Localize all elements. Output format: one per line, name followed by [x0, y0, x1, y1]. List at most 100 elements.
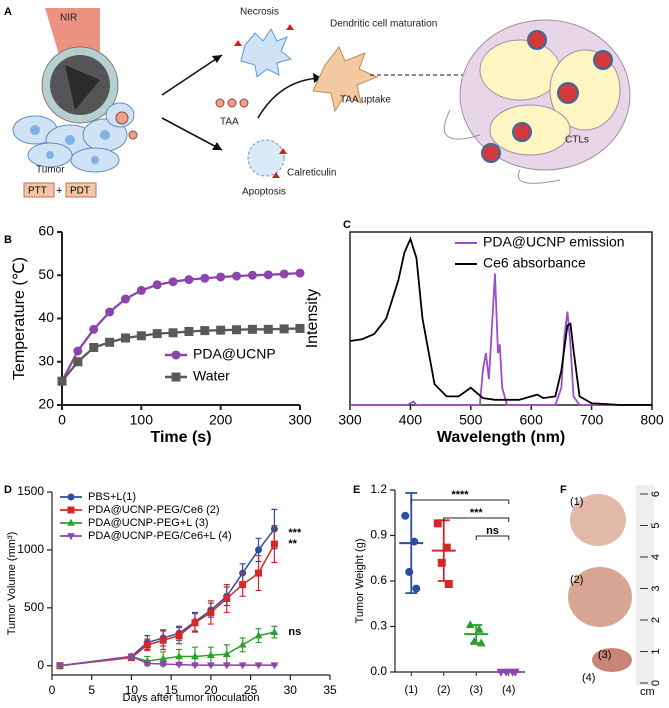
panel-a-art — [12, 8, 631, 184]
marker — [501, 668, 511, 677]
x-tick-label: 500 — [459, 412, 483, 428]
y-tick-label: 1500 — [17, 484, 44, 498]
marker — [57, 376, 67, 386]
y-tick-label: 0.3 — [370, 619, 387, 633]
legend-label: PDA@UCNP emission — [483, 234, 625, 250]
marker — [159, 654, 168, 662]
legend-label: Ce6 absorbance — [483, 255, 586, 271]
marker — [279, 269, 289, 279]
series-line — [60, 271, 301, 382]
diagram-label: Calreticulin — [287, 168, 336, 179]
marker — [67, 518, 75, 526]
y-tick-label: 1.2 — [370, 482, 387, 496]
frame — [349, 231, 653, 406]
marker — [143, 660, 152, 668]
marker — [255, 569, 263, 577]
axes — [394, 490, 525, 673]
marker — [405, 567, 414, 576]
marker — [239, 581, 247, 589]
ruler-label: 3 — [650, 585, 662, 591]
diagram-label: PDT — [70, 186, 90, 197]
marker — [401, 511, 410, 520]
marker — [200, 273, 210, 283]
marker — [223, 595, 231, 603]
marker — [184, 275, 194, 285]
marker — [238, 640, 247, 648]
significance-label: *** — [288, 527, 302, 539]
panel-label: E — [353, 484, 360, 496]
x-tick-label: 700 — [580, 412, 604, 428]
photo-label: (2) — [570, 574, 583, 586]
marker — [120, 333, 130, 343]
bracket — [443, 517, 510, 522]
marker — [152, 329, 162, 339]
marker — [191, 652, 199, 660]
marker — [295, 323, 305, 333]
diagram-label: TAA — [220, 117, 239, 128]
ruler-label: 5 — [650, 522, 662, 528]
panel-label: D — [4, 484, 12, 496]
marker — [270, 540, 278, 548]
y-axis-label: Tumor Weight (g) — [354, 539, 366, 624]
x-tick-label: 400 — [399, 412, 423, 428]
legend-label: PDA@UCNP — [193, 346, 276, 362]
marker — [263, 324, 273, 334]
x-axis-label: Days after tumor inoculation — [123, 692, 260, 703]
x-tick-label: 25 — [244, 683, 258, 697]
pdt-box — [65, 182, 97, 198]
panel-label: F — [560, 484, 567, 496]
y-tick-label: 0 — [37, 658, 44, 672]
diagram-label: Necrosis — [240, 7, 279, 18]
marker — [127, 653, 136, 661]
marker — [433, 519, 442, 528]
y-tick-label: 40 — [38, 309, 54, 325]
legend-label: PDA@UCNP-PEG/Ce6+L (4) — [88, 530, 232, 542]
x-tick-label: 600 — [520, 412, 544, 428]
y-tick-label: 20 — [38, 396, 54, 412]
marker — [168, 277, 178, 287]
photo-label: (4) — [582, 672, 595, 684]
legend-label: PDA@UCNP-PEG+L (3) — [88, 517, 208, 529]
marker — [442, 543, 451, 552]
panel-label: B — [4, 234, 12, 246]
marker — [207, 662, 215, 670]
y-tick-label: 30 — [38, 352, 54, 368]
y-tick-label: 60 — [38, 223, 54, 239]
x-tick-label: 100 — [130, 412, 154, 428]
marker — [207, 651, 215, 659]
marker — [410, 537, 419, 546]
significance-label: **** — [451, 489, 469, 501]
marker — [444, 580, 453, 589]
marker — [222, 649, 231, 657]
diagram-label: Dendritic cell maturation — [330, 19, 437, 30]
y-axis-label: Temperature (℃) — [11, 257, 28, 380]
significance-label: *** — [470, 507, 484, 519]
marker — [232, 325, 242, 335]
marker — [295, 268, 305, 278]
significance-label: ns — [288, 626, 301, 638]
marker — [105, 337, 115, 347]
x-tick-label: 30 — [284, 683, 298, 697]
marker — [200, 326, 210, 336]
x-tick-label: (1) — [405, 684, 418, 696]
ruler-label: 4 — [650, 554, 662, 560]
marker — [412, 584, 421, 593]
x-tick-label: 10 — [125, 683, 139, 697]
series-line — [61, 327, 301, 382]
x-tick-label: 0 — [49, 683, 56, 697]
marker — [168, 328, 178, 338]
ruler-label: 1 — [650, 648, 662, 654]
marker — [67, 493, 75, 501]
diagram-label: TAA uptake — [340, 95, 391, 106]
panel-label: C — [343, 219, 351, 231]
x-tick-label: 15 — [164, 683, 178, 697]
x-tick-label: 300 — [338, 412, 362, 428]
marker — [476, 638, 486, 647]
marker — [279, 324, 289, 334]
y-tick-label: 0.6 — [370, 573, 387, 587]
marker — [171, 372, 181, 382]
x-tick-label: 800 — [640, 412, 664, 428]
ptt-box — [23, 182, 55, 198]
marker — [216, 272, 226, 282]
